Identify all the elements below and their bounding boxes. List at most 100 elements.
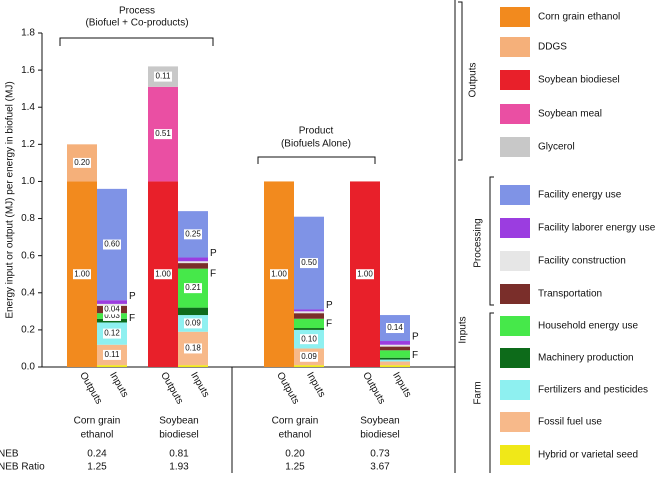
legend-swatch: [500, 218, 530, 238]
group-label: Soybean: [159, 416, 198, 427]
bar-segment: [294, 309, 324, 312]
row-label: NEB Ratio: [0, 462, 45, 473]
data-label: 1.00: [271, 269, 287, 278]
data-label: 0.20: [74, 158, 90, 167]
marker: F: [412, 350, 418, 361]
bar-segment: [178, 257, 208, 262]
group-label: ethanol: [279, 430, 312, 441]
bracket: [257, 156, 376, 164]
bar-segment: [97, 365, 127, 367]
x-tick-label: Inputs: [188, 370, 211, 399]
legend-swatch: [500, 137, 530, 157]
label-box: [386, 323, 404, 334]
legend-label: DDGS: [538, 42, 567, 53]
label-box: [356, 269, 374, 280]
marker: F: [326, 318, 332, 329]
bar-segment: [380, 357, 410, 360]
legend-swatch: [500, 37, 530, 57]
label-box: [103, 304, 121, 315]
x-tick-label: Inputs: [304, 370, 327, 399]
table-cell: 1.25: [285, 462, 305, 473]
marker: P: [210, 248, 217, 259]
bar-segment: [380, 361, 410, 366]
data-label: 0.09: [301, 352, 317, 361]
data-label: 0.50: [301, 258, 317, 267]
data-label: 0.12: [104, 329, 120, 338]
x-tick-label: Inputs: [107, 370, 130, 399]
bar-segment: [178, 365, 208, 367]
label-box: [184, 318, 202, 329]
label-box: [103, 239, 121, 250]
y-tick-label: 0.8: [21, 213, 35, 224]
legend-label: Corn grain ethanol: [538, 12, 620, 23]
data-label: 0.10: [301, 334, 317, 343]
y-tick-label: 1.0: [21, 176, 35, 187]
legend-swatch: [500, 104, 530, 124]
legend-bracket: [489, 312, 494, 473]
y-tick-label: 1.4: [21, 102, 35, 113]
data-label: 1.00: [74, 269, 90, 278]
label-box: [300, 351, 318, 362]
bracket: [59, 37, 214, 46]
x-tick-label: Outputs: [77, 370, 104, 406]
table-cell: 0.20: [285, 449, 305, 460]
marker: F: [129, 313, 135, 324]
legend-swatch: [500, 445, 530, 465]
data-label: 0.25: [185, 229, 201, 238]
label-box: [184, 229, 202, 240]
data-label: 0.11: [105, 350, 121, 359]
x-tick-label: Outputs: [360, 370, 387, 406]
table-cell: 1.93: [169, 462, 189, 473]
group-label: Soybean: [360, 416, 399, 427]
label-box: [103, 328, 121, 339]
data-label: 0.11: [156, 72, 172, 81]
bar-segment: [294, 311, 324, 314]
table-cell: 0.81: [169, 449, 189, 460]
legend-swatch: [500, 412, 530, 432]
marker: P: [129, 291, 136, 302]
group-label: biodiesel: [159, 430, 198, 441]
bar-segment: [380, 365, 410, 367]
legend-bracket: [489, 176, 494, 306]
label-box: [184, 283, 202, 294]
marker: P: [326, 300, 333, 311]
legend-group: Processing: [473, 218, 484, 267]
group-label: ethanol: [81, 430, 114, 441]
table-cell: 0.73: [370, 449, 390, 460]
data-label: 1.00: [155, 269, 171, 278]
bracket-title: Product: [299, 126, 334, 137]
legend-bracket: [458, 1, 463, 161]
row-label: NEB: [0, 449, 19, 460]
x-tick-label: Outputs: [274, 370, 301, 406]
bracket-title: Process: [119, 6, 155, 17]
legend-swatch: [500, 284, 530, 304]
bar-segment: [178, 263, 208, 269]
legend-group: Inputs: [458, 316, 469, 343]
group-label: Corn grain: [74, 416, 121, 427]
bracket-subtitle: (Biofuels Alone): [281, 139, 351, 150]
y-tick-label: 1.6: [21, 65, 35, 76]
legend-swatch: [500, 70, 530, 90]
data-label: 0.14: [387, 323, 403, 332]
legend-label: Glycerol: [538, 142, 575, 153]
group-label: biodiesel: [360, 430, 399, 441]
legend-label: Fossil fuel use: [538, 417, 602, 428]
legend-label: Machinery production: [538, 353, 634, 364]
legend-swatch: [500, 316, 530, 336]
bar-segment: [294, 318, 324, 329]
label-box: [154, 269, 172, 280]
table-cell: 1.25: [87, 462, 107, 473]
x-tick-label: Outputs: [158, 370, 185, 406]
y-tick-label: 0.2: [21, 325, 35, 336]
data-label: 0.60: [104, 240, 120, 249]
bar-segment: [294, 328, 324, 330]
legend-label: Fertilizers and pesticides: [538, 385, 648, 396]
legend-swatch: [500, 251, 530, 271]
bar-segment: [294, 365, 324, 367]
data-label: 1.00: [357, 269, 373, 278]
label-box: [184, 343, 202, 354]
label-box: [300, 334, 318, 345]
bar-segment: [380, 344, 410, 347]
bar-segment: [380, 350, 410, 358]
